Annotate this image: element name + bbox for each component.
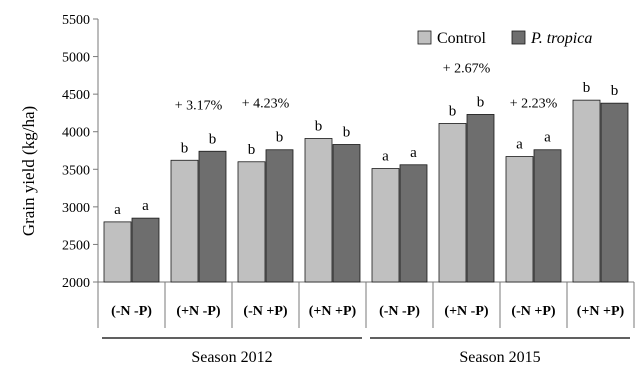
significance-letter: b: [276, 130, 284, 146]
y-tick-label: 5500: [62, 13, 90, 28]
significance-letter: a: [114, 202, 121, 218]
bar-control: [371, 168, 400, 283]
category-label: (+N -P): [176, 304, 220, 319]
bar-control: [170, 159, 199, 283]
y-tick-label: 4000: [62, 126, 90, 141]
legend-label: P. tropica: [530, 30, 592, 47]
season-label: Season 2015: [459, 349, 540, 366]
significance-letter: a: [382, 149, 389, 165]
category-label: (+N +P): [309, 304, 357, 319]
y-tick-label: 4500: [62, 88, 90, 103]
bar-p-tropica: [399, 164, 428, 283]
significance-letter: b: [209, 131, 217, 147]
bar-p-tropica: [332, 144, 361, 283]
category-label: (-N -P): [379, 304, 420, 319]
significance-letter: b: [449, 103, 457, 119]
y-tick-label: 3500: [62, 163, 90, 178]
bar-p-tropica: [198, 150, 227, 283]
bar-control: [103, 221, 132, 283]
significance-letter: b: [248, 142, 256, 158]
percent-annotation: + 2.67%: [443, 61, 491, 76]
percent-annotations: + 3.17% + 4.23% + 2.67% + 2.23%: [175, 61, 558, 113]
y-tick-label: 3000: [62, 201, 90, 216]
category-label: (-N -P): [111, 304, 152, 319]
significance-letters: a a b b b b b b a a b b a a b b: [114, 80, 618, 218]
y-tick-label: 5000: [62, 51, 90, 66]
significance-letter: b: [611, 83, 619, 99]
significance-letter: a: [516, 137, 523, 153]
significance-letter: a: [544, 130, 551, 146]
significance-letter: a: [142, 198, 149, 214]
percent-annotation: + 3.17%: [175, 98, 223, 113]
significance-letter: b: [583, 80, 591, 96]
category-label: (-N +P): [243, 304, 287, 319]
bar-control: [572, 99, 601, 283]
season-label: Season 2012: [191, 349, 272, 366]
bar-p-tropica: [265, 149, 294, 283]
y-tick-label: 2000: [62, 276, 90, 291]
bar-control: [505, 156, 534, 283]
bar-p-tropica: [533, 149, 562, 283]
legend: Control P. tropica: [417, 30, 592, 47]
significance-letter: a: [410, 145, 417, 161]
season-groups: Season 2012 Season 2015: [102, 337, 630, 366]
percent-annotation: + 4.23%: [242, 97, 290, 112]
significance-letter: b: [181, 140, 189, 156]
bar-p-tropica: [466, 114, 495, 283]
legend-swatch-control: [417, 30, 432, 45]
legend-swatch-p-tropica: [511, 30, 526, 45]
category-label: (+N -P): [444, 304, 488, 319]
bar-control: [438, 123, 467, 283]
bar-control: [304, 138, 333, 283]
percent-annotation: + 2.23%: [510, 97, 558, 112]
legend-label: Control: [437, 30, 486, 47]
bar-control: [237, 161, 266, 283]
category-label: (-N +P): [511, 304, 555, 319]
bar-p-tropica: [600, 102, 629, 283]
category-labels: (-N -P) (+N -P) (-N +P) (+N +P) (-N -P) (+N -…: [111, 304, 624, 319]
significance-letter: b: [343, 124, 351, 140]
bar-p-tropica: [131, 217, 160, 283]
category-label: (+N +P): [577, 304, 625, 319]
significance-letter: b: [315, 118, 323, 134]
y-tick-label: 2500: [62, 238, 90, 253]
significance-letter: b: [477, 94, 485, 110]
y-axis-title: Grain yield (kg/ha): [19, 106, 38, 236]
bars: [103, 99, 629, 283]
